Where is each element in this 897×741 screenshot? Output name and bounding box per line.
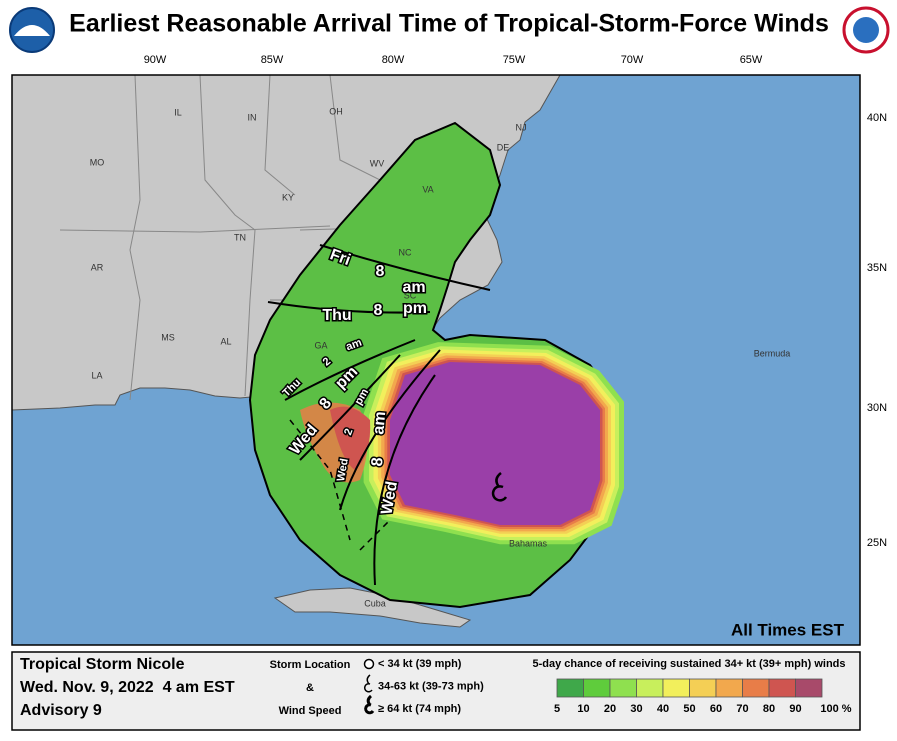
place-label: AR	[91, 262, 104, 272]
scale-title: 5-day chance of receiving sustained 34+ …	[533, 658, 846, 670]
lat-label: 35N	[867, 262, 887, 274]
map-frame	[11, 74, 861, 646]
scale-label: 90	[789, 703, 801, 715]
lat-label: 30N	[867, 402, 887, 414]
place-label: IN	[248, 112, 257, 122]
key-item: < 34 kt (39 mph)	[378, 658, 462, 670]
place-label: LA	[91, 370, 102, 380]
lon-label: 65W	[740, 54, 763, 66]
lon-label: 80W	[382, 54, 405, 66]
dashed-borders	[289, 419, 391, 551]
scale-swatch	[662, 678, 690, 698]
nws-logo-inner	[853, 17, 879, 43]
noaa-logo-bird	[14, 25, 50, 36]
place-label: GA	[314, 340, 327, 350]
key-symbol-td	[363, 658, 375, 670]
scale-label: 40	[657, 703, 669, 715]
lon-label: 90W	[144, 54, 167, 66]
scale-swatch	[768, 678, 796, 698]
place-label: VA	[422, 184, 433, 194]
arrival-label: am	[370, 411, 389, 436]
place-label: SC	[404, 290, 417, 300]
key-title: &	[306, 682, 314, 694]
arrival-label: Wed	[335, 458, 351, 483]
scale-label: 50	[683, 703, 695, 715]
scale-swatch	[795, 678, 823, 698]
arrival-label: pm	[403, 300, 427, 317]
place-label: MS	[161, 332, 175, 342]
place-label: AL	[220, 336, 231, 346]
lat-label: 25N	[867, 537, 887, 549]
place-label: NJ	[516, 122, 527, 132]
place-label: Cuba	[364, 598, 386, 608]
scale-swatch	[583, 678, 611, 698]
arrival-label: Thu	[322, 307, 351, 324]
scale-swatch	[636, 678, 664, 698]
storm-symbol	[491, 472, 508, 502]
lon-label: 85W	[261, 54, 284, 66]
key-symbol-hu	[364, 694, 375, 715]
lon-label: 70W	[621, 54, 644, 66]
place-label: Bahamas	[509, 538, 548, 548]
scale-label: 10	[577, 703, 589, 715]
scale-label: 20	[604, 703, 616, 715]
scale-label: 5	[554, 703, 560, 715]
scale-label: 60	[710, 703, 722, 715]
key-title: Storm Location	[270, 659, 351, 671]
scale-swatch	[742, 678, 770, 698]
key-symbol-ts	[363, 674, 373, 693]
storm-info: Advisory 9	[20, 702, 102, 719]
swath-core	[390, 362, 600, 525]
arrival-label: am	[402, 279, 425, 296]
lat-label: 40N	[867, 112, 887, 124]
scale-swatch	[556, 678, 584, 698]
key-title: Wind Speed	[279, 705, 342, 717]
arrival-label: 8	[376, 263, 385, 280]
place-label: DE	[497, 142, 510, 152]
arrival-label: 8	[369, 457, 387, 467]
scale-label: 70	[736, 703, 748, 715]
scale-label: 80	[763, 703, 775, 715]
place-label: WV	[370, 158, 385, 168]
storm-info: Wed. Nov. 9, 2022 4 am EST	[20, 679, 235, 696]
scale-label: 30	[630, 703, 642, 715]
arrival-label: 8	[374, 302, 383, 319]
place-label: KY	[282, 192, 294, 202]
place-label: IL	[174, 107, 182, 117]
key-item: ≥ 64 kt (74 mph)	[378, 703, 461, 715]
time-note: All Times EST	[731, 620, 845, 639]
place-label: TN	[234, 232, 246, 242]
lon-label: 75W	[503, 54, 526, 66]
title: Earliest Reasonable Arrival Time of Trop…	[69, 10, 829, 38]
cuba-land	[273, 587, 472, 628]
scale-swatch	[609, 678, 637, 698]
storm-info: Tropical Storm Nicole	[20, 656, 185, 673]
scale-label: 100 %	[820, 703, 851, 715]
place-label: MO	[90, 157, 105, 167]
arrival-contours	[267, 244, 491, 586]
scale-swatch	[689, 678, 717, 698]
place-label: Bermuda	[754, 348, 791, 358]
place-label: OH	[329, 106, 343, 116]
key-item: 34-63 kt (39-73 mph)	[378, 680, 484, 692]
place-label: NC	[399, 247, 412, 257]
swath-highest-west	[330, 406, 371, 470]
scale-swatch	[715, 678, 743, 698]
